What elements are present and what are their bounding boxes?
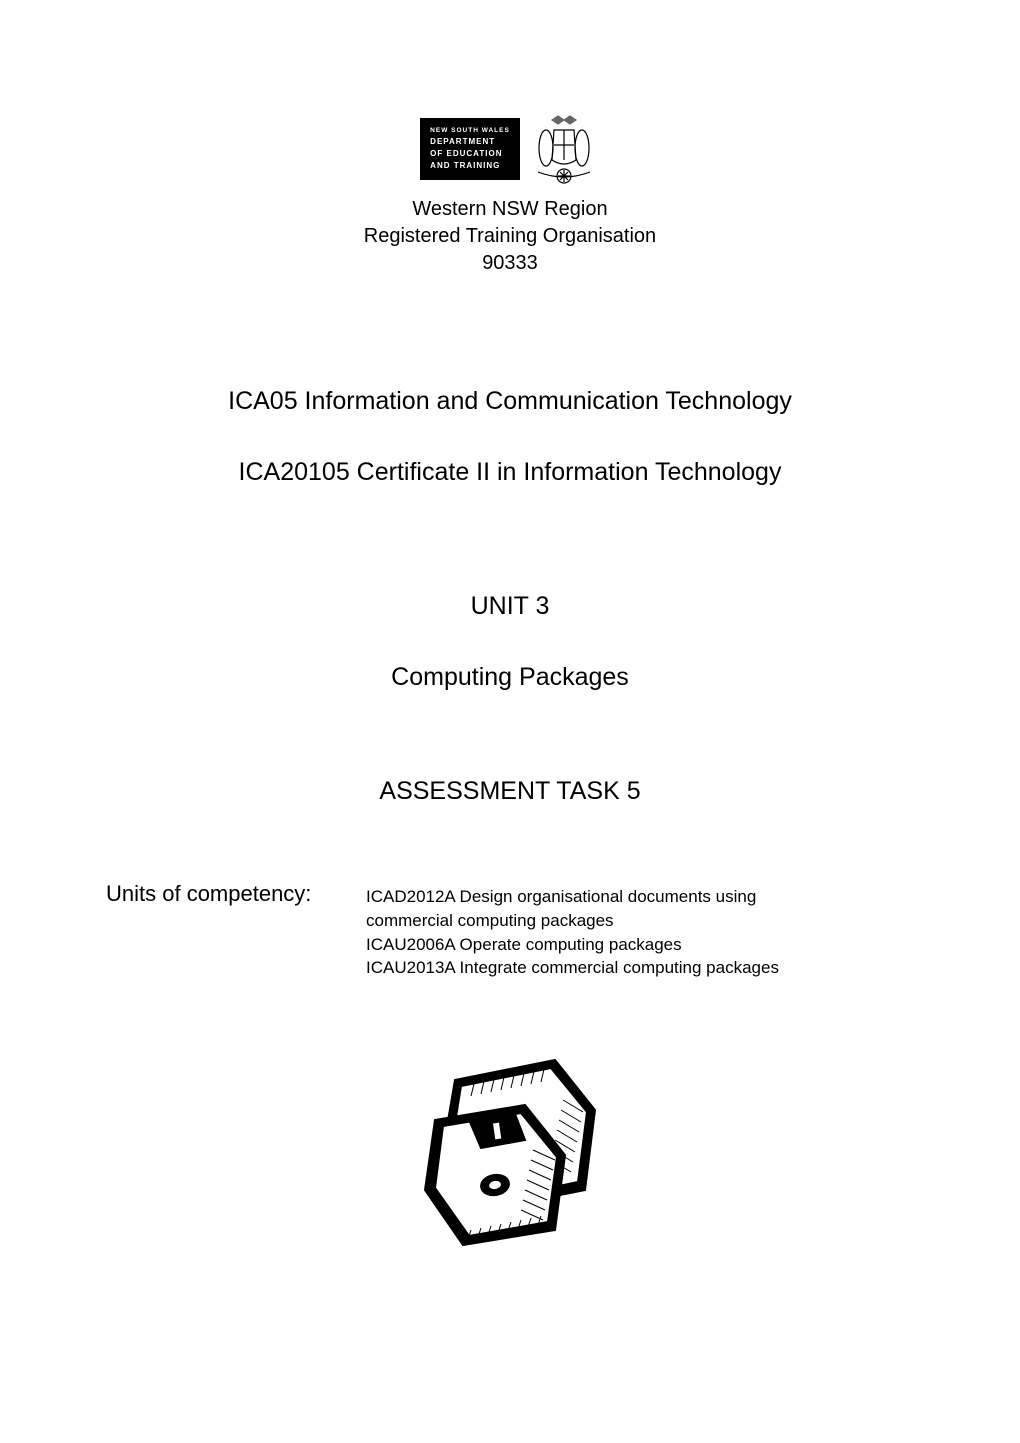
unit-subtitle: Computing Packages: [90, 663, 930, 692]
nsw-department-logo: NEW SOUTH WALES DEPARTMENT OF EDUCATION …: [420, 118, 520, 180]
competency-label: Units of competency:: [106, 881, 366, 907]
competency-item: commercial computing packages: [366, 909, 779, 933]
logo-line-1: NEW SOUTH WALES: [430, 126, 510, 136]
organisation-subtitle: Western NSW Region Registered Training O…: [90, 196, 930, 277]
competency-items-list: ICAD2012A Design organisational document…: [366, 881, 779, 980]
floppy-disk-icon: [415, 1050, 605, 1250]
competency-item: ICAD2012A Design organisational document…: [366, 885, 779, 909]
logo-line-2: DEPARTMENT: [430, 136, 510, 148]
competency-section: Units of competency: ICAD2012A Design or…: [90, 881, 930, 980]
floppy-disk-illustration: [90, 1050, 930, 1250]
competency-item: ICAU2006A Operate computing packages: [366, 933, 779, 957]
assessment-task-heading: ASSESSMENT TASK 5: [90, 777, 930, 806]
subtitle-line-3: 90333: [90, 250, 930, 277]
subtitle-line-1: Western NSW Region: [90, 196, 930, 223]
header-logo-row: NEW SOUTH WALES DEPARTMENT OF EDUCATION …: [90, 110, 930, 188]
subtitle-line-2: Registered Training Organisation: [90, 223, 930, 250]
logo-line-3: OF EDUCATION: [430, 148, 510, 160]
certificate-title: ICA20105 Certificate II in Information T…: [90, 458, 930, 487]
logo-line-4: AND TRAINING: [430, 160, 510, 172]
unit-heading: UNIT 3: [90, 592, 930, 621]
course-framework-title: ICA05 Information and Communication Tech…: [90, 387, 930, 416]
coat-of-arms-emblem: [528, 110, 600, 188]
competency-item: ICAU2013A Integrate commercial computing…: [366, 956, 779, 980]
emblem-icon: [528, 110, 600, 188]
